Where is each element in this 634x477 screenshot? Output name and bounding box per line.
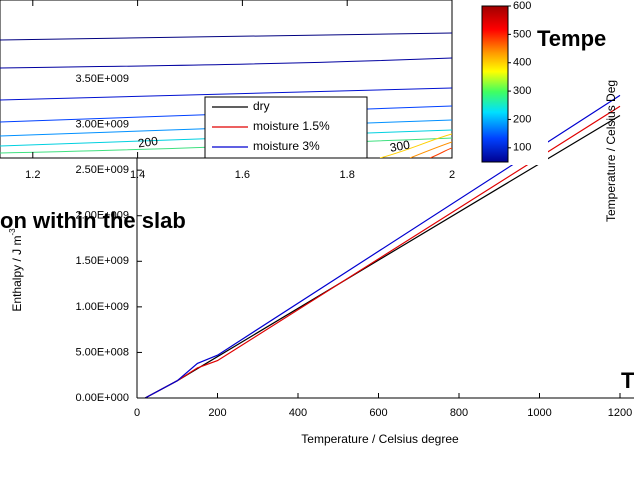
- contour: [0, 57, 452, 69]
- fragment-title: Tempe: [537, 26, 606, 51]
- x-axis-title: Temperature / Celsius degree: [301, 432, 459, 446]
- x-tick-label: 1200: [608, 407, 632, 419]
- contour: [409, 141, 452, 158]
- y-title-sup: -3: [8, 228, 17, 236]
- colorbar: [481, 5, 509, 163]
- colorbar-tick-label: 500: [513, 28, 531, 40]
- contour-label: 200: [137, 134, 159, 151]
- x-tick-label: 0: [134, 407, 140, 419]
- x-tick-label: 400: [289, 407, 307, 419]
- colorbar-tick-label: 600: [513, 0, 531, 12]
- x-tick-label: 1.8: [340, 169, 355, 181]
- x-tick-label: 1.4: [130, 169, 145, 181]
- y-tick-label: 3.00E+009: [75, 118, 129, 130]
- legend-label: moisture 3%: [253, 139, 320, 153]
- x-tick-label: 600: [369, 407, 387, 419]
- main-axis: 0 200 400 600 800 1000 1200: [134, 78, 632, 419]
- x-tick-label: 1.2: [25, 169, 40, 181]
- y-tick-label: 1.00E+009: [75, 301, 129, 313]
- y-tick-labels: 0.00E+000 5.00E+008 1.00E+009 1.50E+009 2.00…: [75, 73, 129, 404]
- y-tick-label: 0.00E+000: [75, 392, 129, 404]
- y-axis-title: Enthalpy / J m-3: [8, 228, 24, 312]
- x-tick-label: 200: [208, 407, 226, 419]
- x-tick-label: 2: [449, 169, 455, 181]
- contour: [0, 87, 452, 101]
- fragment-text: T: [621, 368, 634, 393]
- y-tick-label: 5.00E+008: [75, 346, 129, 358]
- colorbar-tick-label: 400: [513, 57, 531, 69]
- contour: [379, 133, 452, 158]
- colorbar-tick-label: 300: [513, 85, 531, 97]
- y-title-text: Enthalpy / J m: [10, 236, 24, 312]
- contour: [0, 32, 452, 41]
- contour-axis: 1.2 1.4 1.6 1.8 2: [25, 0, 455, 181]
- x-tick-label: 1000: [527, 407, 551, 419]
- contour: [429, 147, 452, 158]
- legend-label: dry: [253, 99, 270, 113]
- colorbar-tick-label: 100: [513, 142, 531, 154]
- plot-area: [144, 94, 621, 398]
- colorbar-tick-label: 200: [513, 113, 531, 125]
- legend-label: moisture 1.5%: [253, 119, 330, 133]
- fragment-title: on within the slab: [0, 208, 186, 233]
- x-tick-label: 800: [450, 407, 468, 419]
- y-tick-label: 2.00E+009: [75, 210, 129, 222]
- colorbar-bg: [508, 0, 548, 165]
- contour-label: 300: [389, 137, 411, 154]
- colorbar-axis: 100 200 300 400 500 600: [508, 0, 531, 154]
- y-tick-label: 3.50E+009: [75, 73, 129, 85]
- y-tick-label: 2.50E+009: [75, 164, 129, 176]
- x-tick-label: 1.6: [235, 169, 250, 181]
- series-line: [144, 94, 621, 398]
- legend: dry moisture 1.5% moisture 3%: [204, 96, 368, 159]
- fragment-axis-title: Temperature / Celsius Deg: [604, 80, 618, 222]
- y-tick-label: 1.50E+009: [75, 255, 129, 267]
